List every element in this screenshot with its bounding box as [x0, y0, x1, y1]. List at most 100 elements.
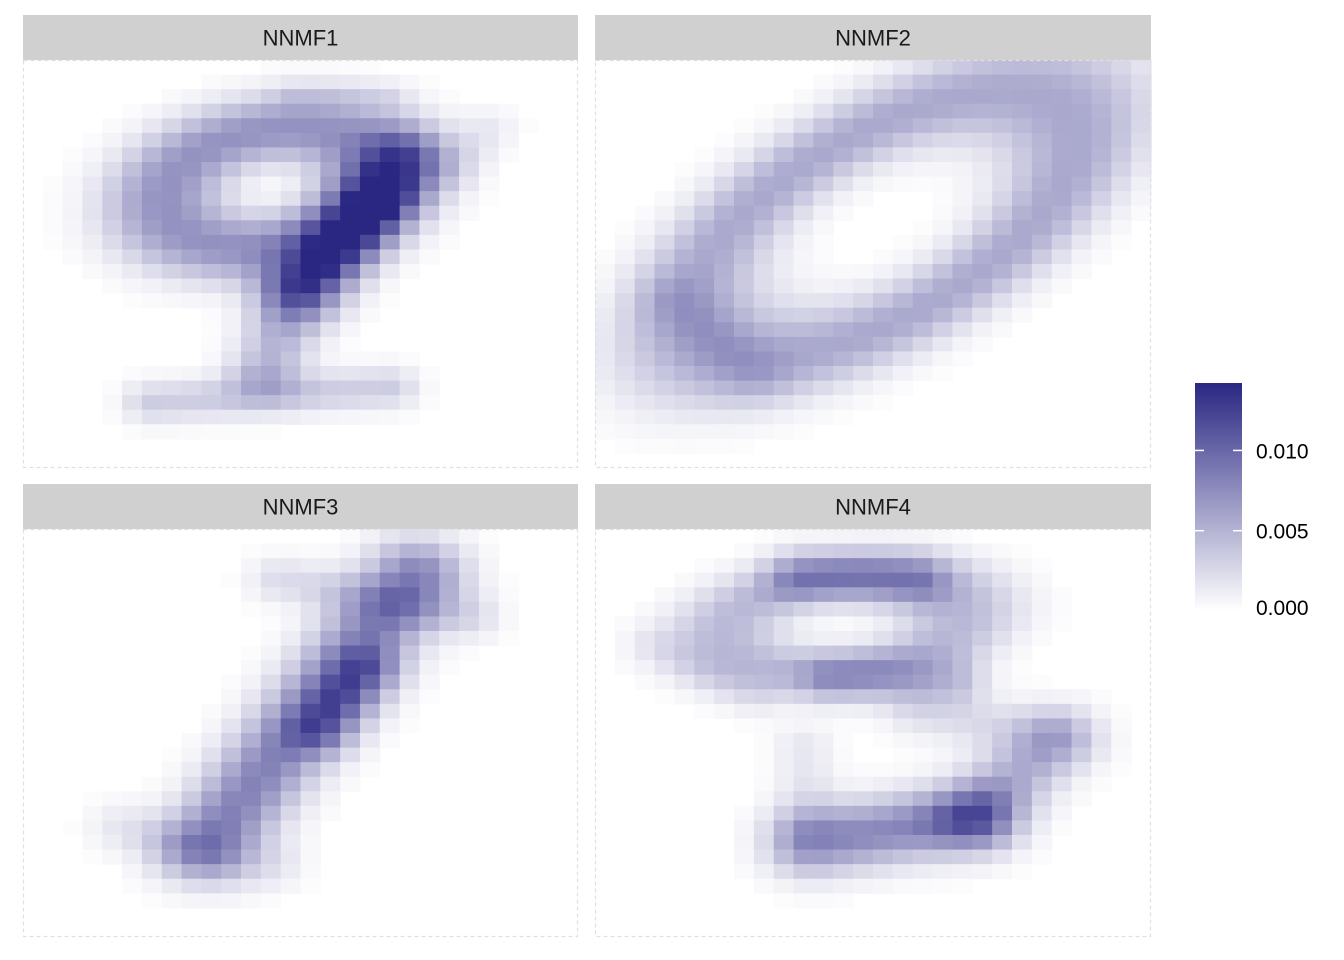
heatmap-cell: [82, 264, 103, 280]
heatmap-cell: [853, 587, 874, 603]
heatmap-cell: [320, 791, 341, 807]
heatmap-cell: [260, 220, 282, 236]
heatmap-cell: [280, 191, 302, 207]
heatmap-cell: [753, 205, 775, 221]
heatmap-cell: [932, 191, 954, 207]
heatmap-cell: [300, 835, 321, 851]
heatmap-cell: [734, 849, 755, 865]
heatmap-cell: [459, 558, 480, 574]
heatmap-cell: [853, 278, 874, 294]
heatmap-cell: [1091, 103, 1112, 119]
heatmap-cell: [734, 307, 755, 323]
heatmap-cell: [932, 249, 954, 265]
heatmap-cell: [379, 572, 401, 588]
heatmap-cell: [181, 249, 202, 265]
heatmap-cell: [773, 132, 795, 149]
heatmap-cell: [714, 336, 735, 353]
heatmap-cell: [1012, 293, 1033, 309]
heatmap-cell: [260, 601, 282, 618]
heatmap-cell: [932, 791, 954, 807]
heatmap-cell: [201, 74, 222, 90]
heatmap-cell: [399, 351, 421, 367]
heatmap-cell: [1091, 718, 1112, 734]
heatmap-cell: [1071, 162, 1093, 178]
heatmap-cell: [912, 118, 934, 134]
heatmap-cell: [102, 820, 123, 836]
heatmap-cell: [241, 645, 262, 661]
heatmap-cell: [280, 631, 302, 647]
heatmap-cell: [992, 776, 1013, 792]
heatmap-cell: [952, 864, 973, 880]
facet-title: NNMF2: [835, 26, 911, 51]
heatmap-cell: [654, 220, 676, 236]
heatmap-cell: [201, 118, 222, 134]
heatmap-cell: [932, 864, 954, 880]
heatmap-cell: [459, 205, 480, 221]
heatmap-cell: [952, 733, 973, 749]
heatmap-cell: [952, 529, 973, 545]
heatmap-cell: [1091, 205, 1112, 221]
heatmap-cell: [1131, 118, 1152, 134]
heatmap-cell: [359, 147, 381, 163]
heatmap-cell: [260, 878, 282, 894]
heatmap-cell: [714, 278, 735, 294]
heatmap-cell: [399, 366, 421, 382]
heatmap-cell: [1031, 89, 1053, 105]
heatmap-cell: [912, 558, 934, 574]
heatmap-cell: [300, 689, 321, 705]
heatmap-cell: [853, 791, 874, 807]
heatmap-cell: [793, 278, 815, 294]
heatmap-cell: [102, 791, 123, 807]
heatmap-cell: [654, 307, 676, 323]
heatmap-cell: [674, 264, 695, 280]
heatmap-cell: [340, 529, 361, 545]
heatmap-cell: [280, 791, 302, 807]
heatmap-cell: [122, 395, 143, 411]
heatmap-cell: [478, 587, 500, 603]
heatmap-cell: [439, 529, 460, 545]
heatmap-cell: [773, 205, 795, 221]
heatmap-cell: [714, 438, 735, 455]
heatmap-cell: [300, 366, 321, 382]
heatmap-cell: [241, 835, 262, 851]
heatmap-cell: [141, 893, 163, 909]
heatmap-cell: [260, 587, 282, 603]
heatmap-cell: [1111, 118, 1132, 134]
heatmap-cell: [932, 234, 954, 251]
heatmap-cell: [141, 132, 163, 149]
heatmap-cell: [1012, 703, 1033, 720]
heatmap-cell: [892, 616, 914, 632]
heatmap-cell: [439, 205, 460, 221]
heatmap-cell: [753, 424, 775, 440]
heatmap-cell: [952, 805, 973, 822]
heatmap-cell: [952, 820, 973, 836]
heatmap-cell: [634, 395, 656, 411]
heatmap-cell: [952, 631, 973, 647]
heatmap-cell: [793, 351, 815, 367]
heatmap-cell: [62, 220, 84, 236]
heatmap-cell: [260, 74, 282, 90]
heatmap-cell: [379, 103, 401, 119]
heatmap-cell: [932, 631, 954, 647]
heatmap-cell: [912, 366, 934, 382]
heatmap-cell: [773, 835, 795, 851]
heatmap-cell: [992, 805, 1013, 822]
heatmap-cell: [595, 278, 616, 294]
heatmap-cell: [1051, 147, 1073, 163]
heatmap-cell: [161, 747, 183, 763]
heatmap-cell: [793, 558, 815, 574]
heatmap-cell: [340, 616, 361, 632]
heatmap-cell: [1051, 191, 1073, 207]
heatmap-cell: [833, 864, 854, 880]
heatmap-cell: [1091, 762, 1112, 778]
heatmap-cell: [753, 249, 775, 265]
heatmap-cell: [833, 278, 854, 294]
heatmap-cell: [1071, 718, 1093, 734]
heatmap-cell: [498, 118, 520, 134]
heatmap-cell: [459, 645, 480, 661]
heatmap-cell: [399, 601, 421, 618]
heatmap-cell: [972, 264, 993, 280]
heatmap-cell: [892, 835, 914, 851]
heatmap-cell: [833, 74, 854, 90]
heatmap-cell: [1031, 616, 1053, 632]
